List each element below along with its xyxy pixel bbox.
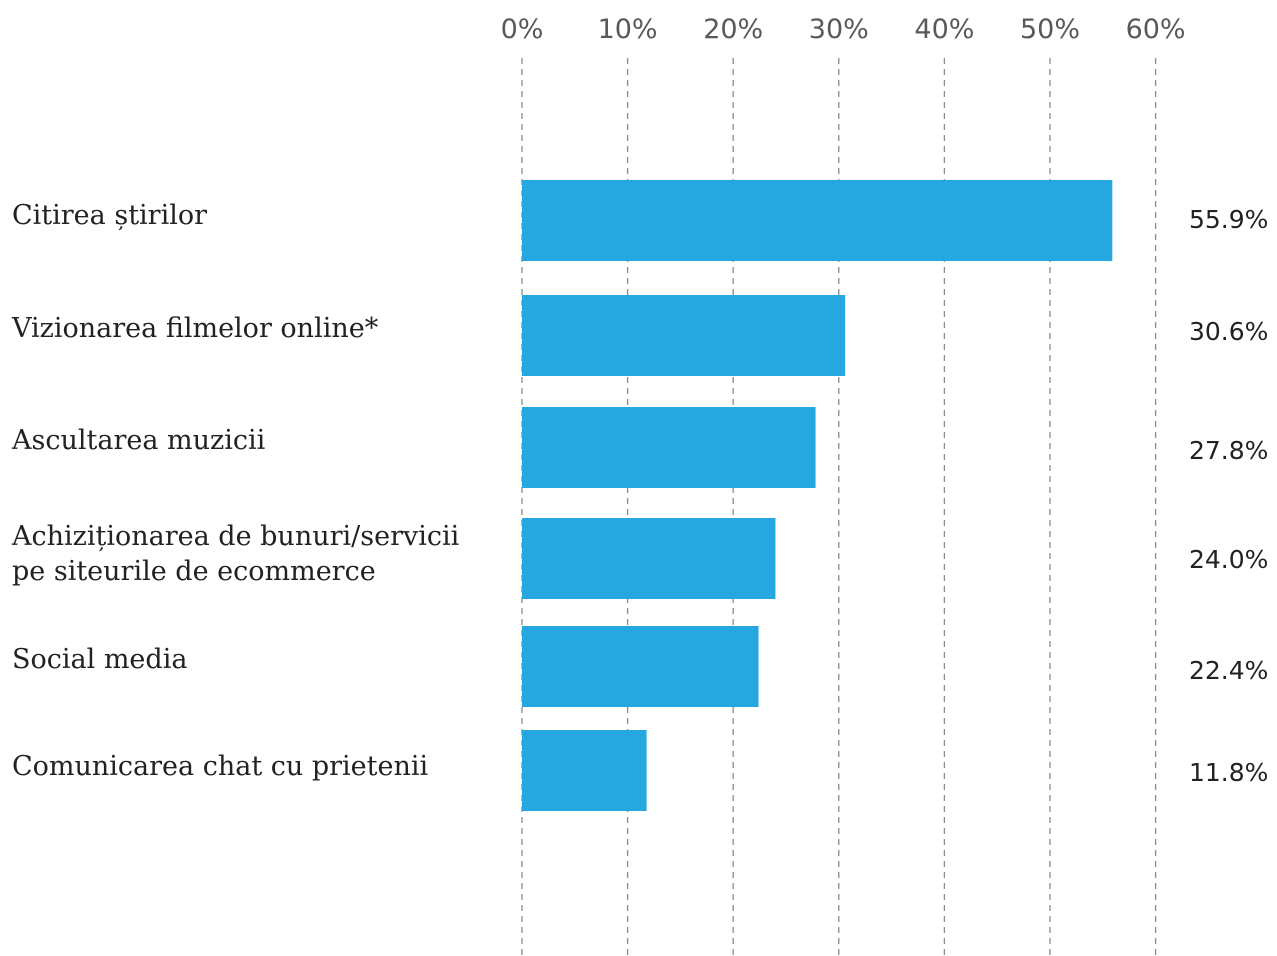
value-labels: 55.9% 30.6% 27.8% 24.0% 22.4% 11.8% <box>1189 205 1268 787</box>
category-label: Comunicarea chat cu prietenii <box>12 751 429 782</box>
bar <box>522 295 846 376</box>
value-label: 27.8% <box>1189 436 1268 465</box>
bar <box>522 180 1113 261</box>
category-label-line: Social media <box>12 644 187 675</box>
value-label: 30.6% <box>1189 317 1268 346</box>
category-labels: Citirea știrilor Vizionarea filmelor onli… <box>11 200 460 782</box>
x-tick-label: 50% <box>1020 14 1080 45</box>
x-tick-label: 0% <box>501 14 544 45</box>
category-label: Social media <box>12 644 187 675</box>
category-label-line: Achiziționarea de bunuri/servicii <box>11 521 460 552</box>
x-tick-label: 60% <box>1126 14 1186 45</box>
category-label: Vizionarea filmelor online* <box>11 313 379 344</box>
category-label: Ascultarea muzicii <box>11 425 266 456</box>
x-tick-label: 20% <box>703 14 763 45</box>
category-label-line: pe siteurile de ecommerce <box>12 556 376 587</box>
value-label: 11.8% <box>1189 758 1268 787</box>
category-label-line: Vizionarea filmelor online* <box>11 313 379 344</box>
value-label: 24.0% <box>1189 545 1268 574</box>
x-axis-ticks: 0% 10% 20% 30% 40% 50% 60% <box>501 14 1186 45</box>
bar <box>522 730 647 811</box>
bar <box>522 626 759 707</box>
category-label: Achiziționarea de bunuri/servicii pe site… <box>11 521 460 587</box>
category-label: Citirea știrilor <box>12 200 207 231</box>
category-label-line: Ascultarea muzicii <box>11 425 266 456</box>
category-label-line: Comunicarea chat cu prietenii <box>12 751 429 782</box>
x-tick-label: 40% <box>914 14 974 45</box>
category-label-line: Citirea știrilor <box>12 200 207 231</box>
bar <box>522 518 776 599</box>
value-label: 22.4% <box>1189 656 1268 685</box>
bar <box>522 407 816 488</box>
x-tick-label: 10% <box>598 14 658 45</box>
bars <box>522 180 1113 811</box>
value-label: 55.9% <box>1189 205 1268 234</box>
x-tick-label: 30% <box>809 14 869 45</box>
